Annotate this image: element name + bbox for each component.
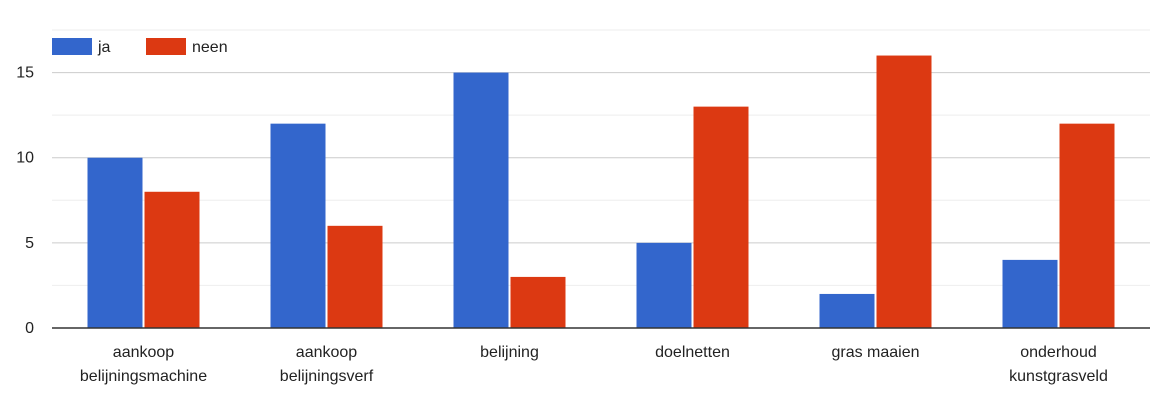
bar-neen[interactable] <box>327 225 383 328</box>
x-category-label: belijning <box>480 344 539 361</box>
x-category-label: doelnetten <box>655 344 730 361</box>
bar-neen[interactable] <box>510 276 566 328</box>
gridlines <box>52 29 1150 286</box>
legend-item-ja[interactable]: ja <box>52 38 111 56</box>
bar-ja[interactable] <box>270 123 326 329</box>
bar-neen[interactable] <box>693 106 749 328</box>
legend: ja neen <box>52 38 228 56</box>
bar-ja[interactable] <box>636 242 692 328</box>
legend-swatch <box>52 38 92 55</box>
bar-ja[interactable] <box>1002 259 1058 328</box>
bars <box>87 55 1115 329</box>
x-axis-labels: aankoop belijningsmachine aankoop belijning… <box>80 344 1108 385</box>
x-category-label: aankoop belijningsverf <box>280 344 374 385</box>
legend-label: ja <box>97 39 111 56</box>
bar-neen[interactable] <box>1059 123 1115 329</box>
y-tick-label: 0 <box>25 320 34 337</box>
bar-ja[interactable] <box>87 157 143 328</box>
x-category-label: gras maaien <box>831 344 919 361</box>
x-category-label: onderhoud kunstgrasveld <box>1009 344 1108 385</box>
legend-item-neen[interactable]: neen <box>146 38 228 56</box>
y-tick-label: 5 <box>25 235 34 252</box>
bar-neen[interactable] <box>144 191 200 328</box>
y-axis-ticks: 0 5 10 15 <box>16 65 34 337</box>
legend-swatch <box>146 38 186 55</box>
bar-ja[interactable] <box>453 72 509 328</box>
y-tick-label: 15 <box>16 65 34 82</box>
bar-neen[interactable] <box>876 55 932 329</box>
bar-ja[interactable] <box>819 293 875 328</box>
y-tick-label: 10 <box>16 150 34 167</box>
x-category-label: aankoop belijningsmachine <box>80 344 207 385</box>
legend-label: neen <box>192 39 228 56</box>
